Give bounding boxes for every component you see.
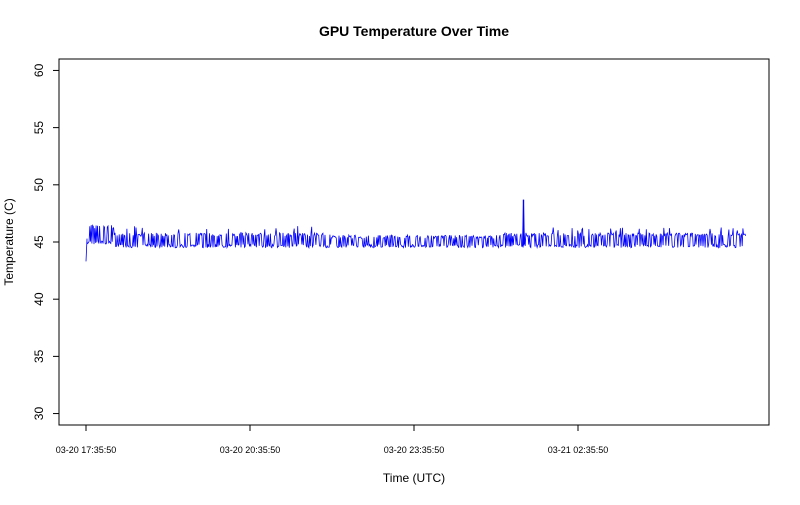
y-axis-label: Temperature (C) (2, 198, 16, 285)
y-tick-label: 35 (32, 349, 46, 363)
series-line-temperature (85, 199, 747, 262)
x-axis: 03-20 17:35:50 03-20 20:35:50 03-20 23:35:… (56, 424, 609, 455)
x-tick-label: 03-20 17:35:50 (56, 445, 117, 455)
y-tick-label: 50 (32, 178, 46, 192)
series-temperature (85, 199, 747, 262)
y-tick-label: 55 (32, 121, 46, 135)
x-tick-label: 03-20 23:35:50 (384, 445, 445, 455)
y-tick-label: 40 (32, 292, 46, 306)
y-tick-label: 30 (32, 407, 46, 421)
y-tick-label: 45 (32, 235, 46, 249)
y-tick-label: 60 (32, 63, 46, 77)
chart-title: GPU Temperature Over Time (319, 23, 509, 39)
x-tick-label: 03-21 02:35:50 (548, 445, 609, 455)
y-axis: 30 35 40 45 50 55 60 (32, 63, 60, 421)
x-tick-label: 03-20 20:35:50 (220, 445, 281, 455)
x-axis-label: Time (UTC) (383, 471, 445, 485)
